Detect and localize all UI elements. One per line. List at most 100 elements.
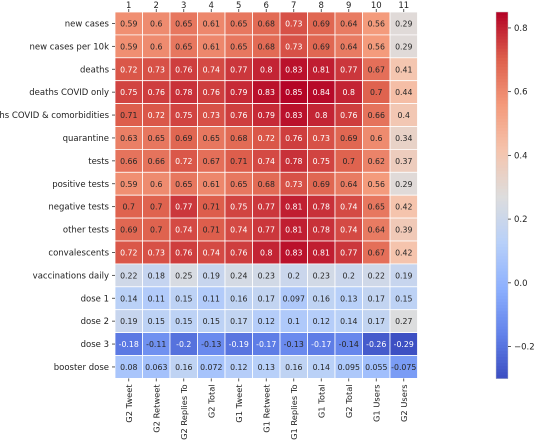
colorbar-segment	[496, 231, 508, 236]
colorbar-segment	[496, 369, 508, 373]
cell-value-label: 0.74	[340, 203, 357, 212]
cell-value-label: 0.72	[175, 157, 192, 166]
cell-value-label: 0.29	[395, 180, 412, 189]
cell-value-label: 0.14	[313, 363, 330, 372]
cell-value-label: 0.6	[370, 134, 382, 143]
cell-value-label: 0.75	[230, 203, 247, 212]
colorbar-tick-label: −0.2	[514, 343, 535, 353]
colorbar-segment	[496, 247, 508, 251]
cell-value-label: 0.19	[120, 317, 137, 326]
colorbar-segment	[496, 100, 508, 105]
cell-value-label: 0.77	[258, 226, 275, 235]
colorbar-segment	[496, 161, 508, 166]
colorbar-segment	[496, 283, 508, 288]
colorbar-segment	[496, 179, 508, 184]
colorbar-segment	[496, 317, 508, 321]
column-number-label: 2	[154, 1, 159, 11]
colorbar-tick-label: 0.6	[514, 88, 528, 98]
cell-value-label: 0.29	[395, 19, 412, 28]
cell-value-label: 0.63	[120, 134, 137, 143]
cell-value-label: 0.72	[120, 248, 137, 257]
cell-value-label: 0.74	[203, 248, 220, 257]
colorbar-segment	[496, 173, 508, 178]
cell-value-label: 0.74	[340, 226, 357, 235]
cell-value-label: 0.11	[203, 294, 220, 303]
cell-value-label: -0.13	[201, 340, 221, 349]
colorbar-segment	[496, 63, 508, 68]
y-axis-label: convalescents	[48, 248, 109, 258]
colorbar-segment	[496, 97, 508, 102]
x-axis-label: G1 Total	[316, 384, 326, 418]
colorbar-tick-label: 0.4	[514, 151, 528, 161]
colorbar-segment	[496, 24, 508, 28]
cell-value-label: 0.8	[343, 88, 355, 97]
cell-value-label: 0.83	[285, 111, 302, 120]
cell-value-label: 0.83	[285, 248, 302, 257]
cell-value-label: 0.77	[258, 203, 275, 212]
column-number-labels: 1 2 3 4 5 6 7 8 9 10 11	[126, 1, 409, 12]
cell-value-label: 0.65	[175, 42, 192, 51]
cell-value-label: 0.13	[258, 363, 275, 372]
cell-value-label: 0.79	[258, 111, 275, 120]
colorbar-segment	[496, 12, 508, 16]
colorbar-segment	[496, 259, 508, 263]
y-axis-label: positive tests	[52, 180, 109, 190]
column-number-label: 10	[371, 1, 382, 11]
cell-value-label: 0.072	[200, 363, 222, 372]
cell-value-label: 0.14	[340, 317, 357, 326]
cell-value-label: 0.76	[230, 248, 247, 257]
cell-value-label: 0.59	[120, 180, 137, 189]
colorbar-segment	[496, 94, 508, 99]
column-number-label: 6	[264, 1, 269, 11]
colorbar-segment	[496, 363, 508, 367]
colorbar-segment	[496, 280, 508, 285]
x-axis-label: G1 Users	[371, 384, 381, 422]
y-axis-label: dose 2	[81, 317, 109, 327]
cell-value-label: -0.17	[256, 340, 276, 349]
cell-value-label: 0.64	[340, 180, 357, 189]
cell-value-label: 0.8	[260, 248, 272, 257]
colorbar-segment	[496, 195, 508, 199]
cell-value-label: 0.66	[148, 157, 165, 166]
cell-value-label: 0.25	[175, 271, 192, 280]
cell-value-label: 0.4	[398, 111, 410, 120]
cell-value-label: 0.22	[368, 271, 385, 280]
colorbar-segment	[496, 311, 508, 315]
cell-value-label: 0.8	[315, 111, 327, 120]
colorbar-frame	[495, 11, 509, 379]
cell-value-label: 0.61	[203, 19, 220, 28]
cell-value-label: 0.64	[340, 19, 357, 28]
colorbar-segment	[496, 70, 508, 74]
colorbar-segment	[496, 237, 508, 242]
x-axis-label: G1 Retweet	[261, 384, 271, 433]
colorbar-segment	[496, 302, 508, 306]
cell-value-label: 0.7	[123, 203, 135, 212]
cell-value-label: 0.81	[313, 65, 330, 74]
cell-value-label: 0.12	[313, 317, 330, 326]
cell-value-label: 0.76	[148, 88, 165, 97]
cell-value-label: 0.68	[258, 180, 275, 189]
cell-value-label: -0.13	[284, 340, 304, 349]
colorbar-segment	[496, 18, 508, 22]
colorbar-segment	[496, 30, 508, 34]
colorbar-segment	[496, 192, 508, 196]
cell-value-label: 0.19	[395, 271, 412, 280]
colorbar-segment	[496, 143, 508, 147]
colorbar-segment	[496, 299, 508, 303]
colorbar-segment	[496, 241, 508, 245]
colorbar-segment	[496, 33, 508, 38]
x-axis-label: G2 Total	[206, 384, 216, 418]
cell-value-label: 0.62	[368, 157, 385, 166]
column-number-label: 9	[346, 1, 351, 11]
cell-value-label: 0.063	[145, 363, 167, 372]
heatmap-cells: 0.59 0.6 0.65 0.61 0.65 0.68 0.73 0.69 0.64 0.56 0…	[114, 11, 418, 379]
x-axis-label: G2 Tweet	[124, 384, 134, 423]
colorbar-segment	[496, 262, 508, 267]
cell-value-label: 0.56	[368, 180, 385, 189]
cell-value-label: 0.69	[120, 226, 137, 235]
colorbar-segment	[496, 182, 508, 187]
colorbar-segment	[496, 250, 508, 254]
colorbar-segment	[496, 216, 508, 221]
colorbar-segment	[496, 256, 508, 260]
colorbar-segment	[496, 305, 508, 309]
